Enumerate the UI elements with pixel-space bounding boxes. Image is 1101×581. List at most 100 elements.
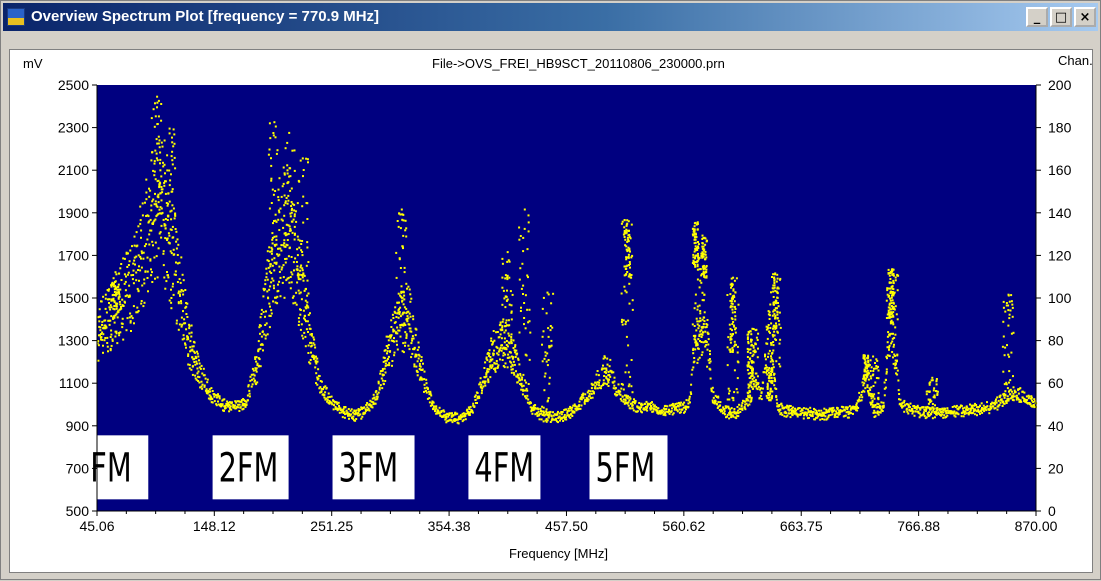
spike-point	[173, 156, 176, 159]
spectrum-point	[619, 398, 622, 400]
spectrum-point	[556, 412, 559, 415]
spectrum-point	[417, 346, 420, 349]
spectrum-point	[473, 405, 476, 408]
spike-point	[547, 399, 549, 402]
spectrum-point	[884, 378, 887, 381]
spectrum-point	[392, 317, 395, 319]
band-point	[867, 365, 870, 368]
spectrum-point	[330, 401, 333, 404]
spectrum-point	[187, 355, 190, 357]
spectrum-point	[468, 408, 471, 410]
spike-point	[896, 318, 899, 321]
spectrum-point	[282, 226, 285, 229]
spectrum-point	[254, 358, 257, 360]
spectrum-point	[387, 355, 390, 358]
spectrum-point	[715, 402, 718, 405]
spectrum-point	[703, 316, 706, 319]
spike-point	[699, 268, 702, 271]
spectrum-point	[310, 334, 313, 337]
spectrum-point	[174, 270, 177, 273]
spectrum-point	[119, 267, 122, 270]
spectrum-point	[153, 203, 156, 206]
spectrum-point	[190, 335, 193, 338]
spectrum-point	[706, 331, 709, 334]
spectrum-point	[262, 349, 264, 352]
maximize-button[interactable]: □	[1050, 7, 1072, 27]
band-point	[776, 291, 779, 294]
spectrum-point	[857, 407, 860, 409]
spectrum-point	[275, 261, 278, 264]
band-point	[863, 354, 866, 357]
spectrum-point	[136, 306, 139, 309]
spectrum-point	[255, 367, 258, 370]
spectrum-point	[502, 352, 505, 354]
spectrum-point	[827, 416, 830, 419]
spectrum-point	[160, 224, 163, 227]
spike-point	[506, 278, 509, 281]
spectrum-point	[133, 244, 136, 247]
spectrum-point	[932, 409, 935, 412]
spectrum-point	[901, 402, 904, 405]
spike-point	[275, 235, 278, 238]
spike-point	[287, 232, 290, 235]
spectrum-point	[886, 354, 889, 357]
spectrum-point	[575, 405, 578, 408]
spike-point	[402, 303, 405, 306]
spike-point	[770, 291, 772, 294]
y2-tick-label: 180	[1048, 120, 1072, 136]
spectrum-point	[323, 396, 326, 399]
spike-point	[166, 219, 169, 221]
band-point	[704, 258, 707, 261]
spectrum-point	[729, 408, 732, 411]
spectrum-point	[407, 344, 410, 347]
spectrum-point	[749, 384, 752, 387]
spectrum-point	[370, 404, 373, 407]
spike-point	[870, 393, 873, 396]
spectrum-point	[415, 365, 418, 368]
spectrum-point	[215, 394, 218, 397]
spectrum-point	[244, 400, 247, 403]
spike-point	[288, 167, 291, 170]
spike-point	[172, 236, 175, 239]
spectrum-point	[400, 290, 403, 293]
spectrum-point	[476, 397, 479, 400]
spectrum-point	[603, 375, 606, 377]
spectrum-point	[230, 408, 233, 411]
spike-peak	[506, 251, 509, 254]
spectrum-point	[843, 409, 846, 412]
spectrum-point	[203, 374, 206, 377]
spectrum-point	[198, 381, 201, 384]
spectrum-point	[870, 402, 873, 405]
spectrum-point	[213, 400, 216, 403]
spectrum-point	[732, 415, 735, 418]
band-point	[692, 253, 695, 256]
spike-point	[1008, 355, 1011, 358]
minimize-button[interactable]: _	[1026, 7, 1048, 27]
close-button[interactable]: ×	[1074, 7, 1096, 27]
spectrum-point	[181, 273, 184, 276]
spectrum-point	[959, 406, 962, 409]
spectrum-point	[492, 341, 495, 343]
title-bar[interactable]: Overview Spectrum Plot [frequency = 770.…	[3, 3, 1098, 31]
spike-point	[727, 387, 730, 390]
spectrum-point	[291, 202, 294, 205]
spectrum-point	[419, 368, 422, 371]
spectrum-point	[775, 398, 778, 401]
spike-point	[152, 108, 155, 111]
spectrum-point	[241, 404, 244, 407]
spectrum-point	[492, 352, 495, 355]
spectrum-point	[176, 238, 179, 241]
spike-point	[552, 292, 555, 295]
spectrum-point	[852, 405, 855, 408]
spectrum-point	[582, 396, 585, 399]
spectrum-point	[409, 315, 412, 318]
band-point	[695, 261, 698, 264]
spectrum-point	[880, 408, 883, 411]
band-point	[734, 291, 737, 294]
spectrum-point	[699, 310, 702, 312]
spectrum-point	[516, 375, 519, 378]
spectrum-point	[607, 370, 610, 373]
spectrum-point	[251, 378, 253, 381]
